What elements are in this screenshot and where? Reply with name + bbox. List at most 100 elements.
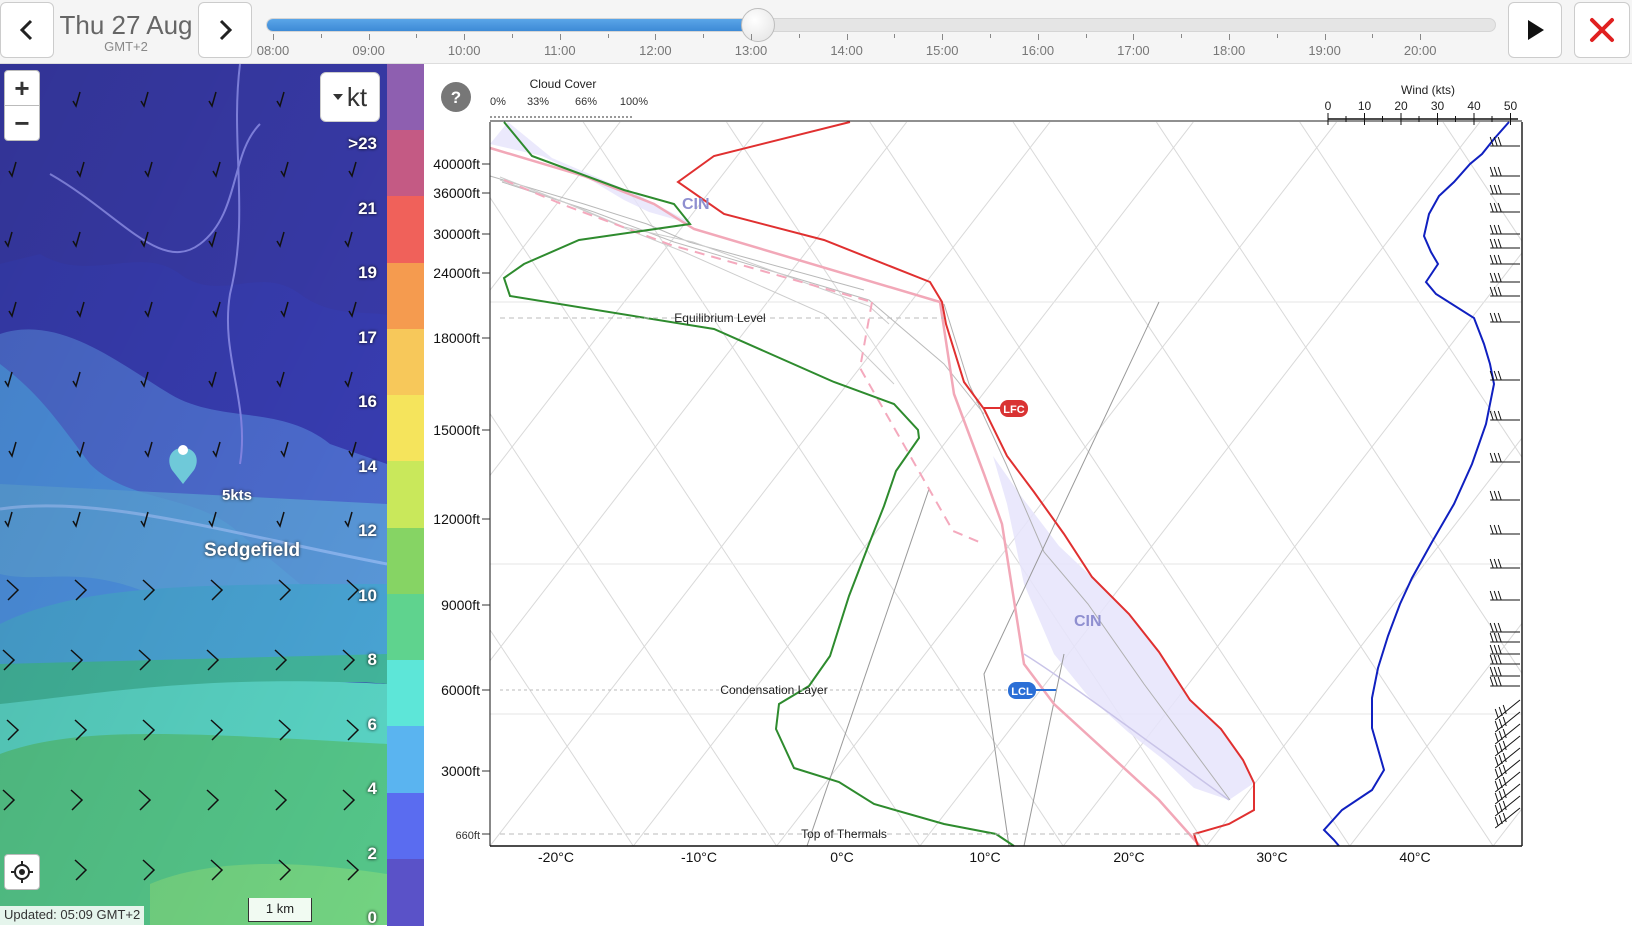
legend-label: 21 [331, 199, 377, 219]
legend-color-band [387, 726, 424, 793]
skewt-plot: 40000ft36000ft30000ft24000ft18000ft15000… [424, 64, 1632, 925]
cin-upper-label: CIN [682, 196, 710, 213]
timeline-label[interactable]: 19:00 [1308, 43, 1341, 58]
temperature-label: 10°C [969, 849, 1000, 865]
legend-label: 14 [331, 457, 377, 477]
timeline-minor-tick [1277, 34, 1278, 38]
timeline-label[interactable]: 17:00 [1117, 43, 1150, 58]
timeline-label[interactable]: 09:00 [352, 43, 385, 58]
place-label: Sedgefield [204, 540, 300, 562]
timeline-minor-tick [1181, 34, 1182, 38]
timeline-minor-tick [608, 34, 609, 38]
marker-wind-speed: 5kts [222, 487, 252, 504]
unit-selector[interactable]: kt [320, 72, 380, 122]
cloud-cover-tick: 100% [620, 96, 648, 108]
legend-color-band [387, 793, 424, 860]
caret-down-icon [333, 93, 343, 101]
cloud-cover-tick: 66% [575, 96, 597, 108]
timeline-label[interactable]: 10:00 [448, 43, 481, 58]
legend-label: 6 [331, 715, 377, 735]
wind-axis-tick: 30 [1431, 99, 1445, 113]
timeline-tick [751, 34, 752, 40]
timeline-label[interactable]: 08:00 [257, 43, 290, 58]
cin-lower-label: CIN [1074, 613, 1102, 630]
chevron-left-icon [17, 18, 37, 42]
altitude-label: 36000ft [433, 185, 480, 201]
wind-axis-tick: 20 [1394, 99, 1408, 113]
altitude-label: 660ft [456, 830, 480, 842]
previous-day-button[interactable] [0, 2, 54, 58]
legend-label: 10 [331, 586, 377, 606]
timeline-tick [1229, 34, 1230, 40]
updated-label: Updated: 05:09 GMT+2 [0, 906, 144, 925]
timeline-label[interactable]: 13:00 [735, 43, 768, 58]
cloud-cover-tick: 33% [527, 96, 549, 108]
altitude-label: 24000ft [433, 265, 480, 281]
legend-label: 8 [331, 650, 377, 670]
temperature-label: -20°C [538, 849, 574, 865]
timeline-label[interactable]: 14:00 [830, 43, 863, 58]
play-icon [1523, 17, 1547, 43]
timeline-label[interactable]: 15:00 [926, 43, 959, 58]
date-display: Thu 27 Aug GMT+2 [56, 10, 196, 54]
wind-axis-tick: 10 [1358, 99, 1372, 113]
legend-color-band [387, 130, 424, 197]
time-toolbar: Thu 27 Aug GMT+2 08:00 09:00 10:00 11:00 12:… [0, 0, 1632, 64]
timeline-minor-tick [1086, 34, 1087, 38]
zoom-in-button[interactable]: + [4, 70, 40, 106]
cloud-cover-tick: 0% [490, 96, 506, 108]
slider-thumb[interactable] [741, 8, 775, 42]
legend-color-band [387, 263, 424, 330]
legend-color-band [387, 528, 424, 595]
timeline-label[interactable]: 16:00 [1022, 43, 1055, 58]
timeline-minor-tick [703, 34, 704, 38]
zoom-out-button[interactable]: − [4, 105, 40, 141]
crosshair-icon [10, 860, 34, 884]
legend-label: 17 [331, 328, 377, 348]
timeline-label[interactable]: 18:00 [1213, 43, 1246, 58]
lfc-label: LFC [1003, 404, 1024, 416]
condensation-layer-label: Condensation Layer [720, 683, 827, 697]
legend-label: 19 [331, 263, 377, 283]
play-button[interactable] [1508, 2, 1562, 58]
altitude-label: 9000ft [441, 597, 480, 613]
altitude-label: 30000ft [433, 226, 480, 242]
legend-label: 12 [331, 521, 377, 541]
map-scale-bar: 1 km [248, 898, 312, 922]
slider-track[interactable] [266, 18, 1496, 32]
timeline-tick [942, 34, 943, 40]
legend-label: 2 [331, 844, 377, 864]
close-button[interactable] [1574, 2, 1630, 58]
timeline-label[interactable]: 11:00 [544, 43, 576, 58]
legend-color-band [387, 196, 424, 263]
altitude-label: 6000ft [441, 682, 480, 698]
next-day-button[interactable] [198, 2, 252, 58]
timezone-label: GMT+2 [56, 40, 196, 54]
timeline-tick [273, 34, 274, 40]
timeline-minor-tick [512, 34, 513, 38]
legend-color-band [387, 395, 424, 462]
date-label: Thu 27 Aug [56, 10, 196, 40]
slider-fill [267, 19, 759, 31]
timeline-tick [1420, 34, 1421, 40]
timeline-minor-tick [799, 34, 800, 38]
locate-button[interactable] [4, 854, 40, 890]
timeline-label[interactable]: 20:00 [1404, 43, 1437, 58]
equilibrium-level-label: Equilibrium Level [674, 311, 765, 325]
altitude-label: 15000ft [433, 422, 480, 438]
timeline-label[interactable]: 12:00 [639, 43, 672, 58]
temperature-label: 20°C [1113, 849, 1144, 865]
wind-axis-tick: 0 [1325, 99, 1332, 113]
timeline-tick [655, 34, 656, 40]
timeline-minor-tick [1372, 34, 1373, 38]
timeline-tick [1133, 34, 1134, 40]
timeline-tick [1038, 34, 1039, 40]
altitude-label: 18000ft [433, 330, 480, 346]
legend-label: 0 [331, 908, 377, 928]
close-icon [1588, 16, 1616, 44]
legend-label: >23 [331, 134, 377, 154]
timeline-tick [847, 34, 848, 40]
legend-color-band [387, 859, 424, 926]
